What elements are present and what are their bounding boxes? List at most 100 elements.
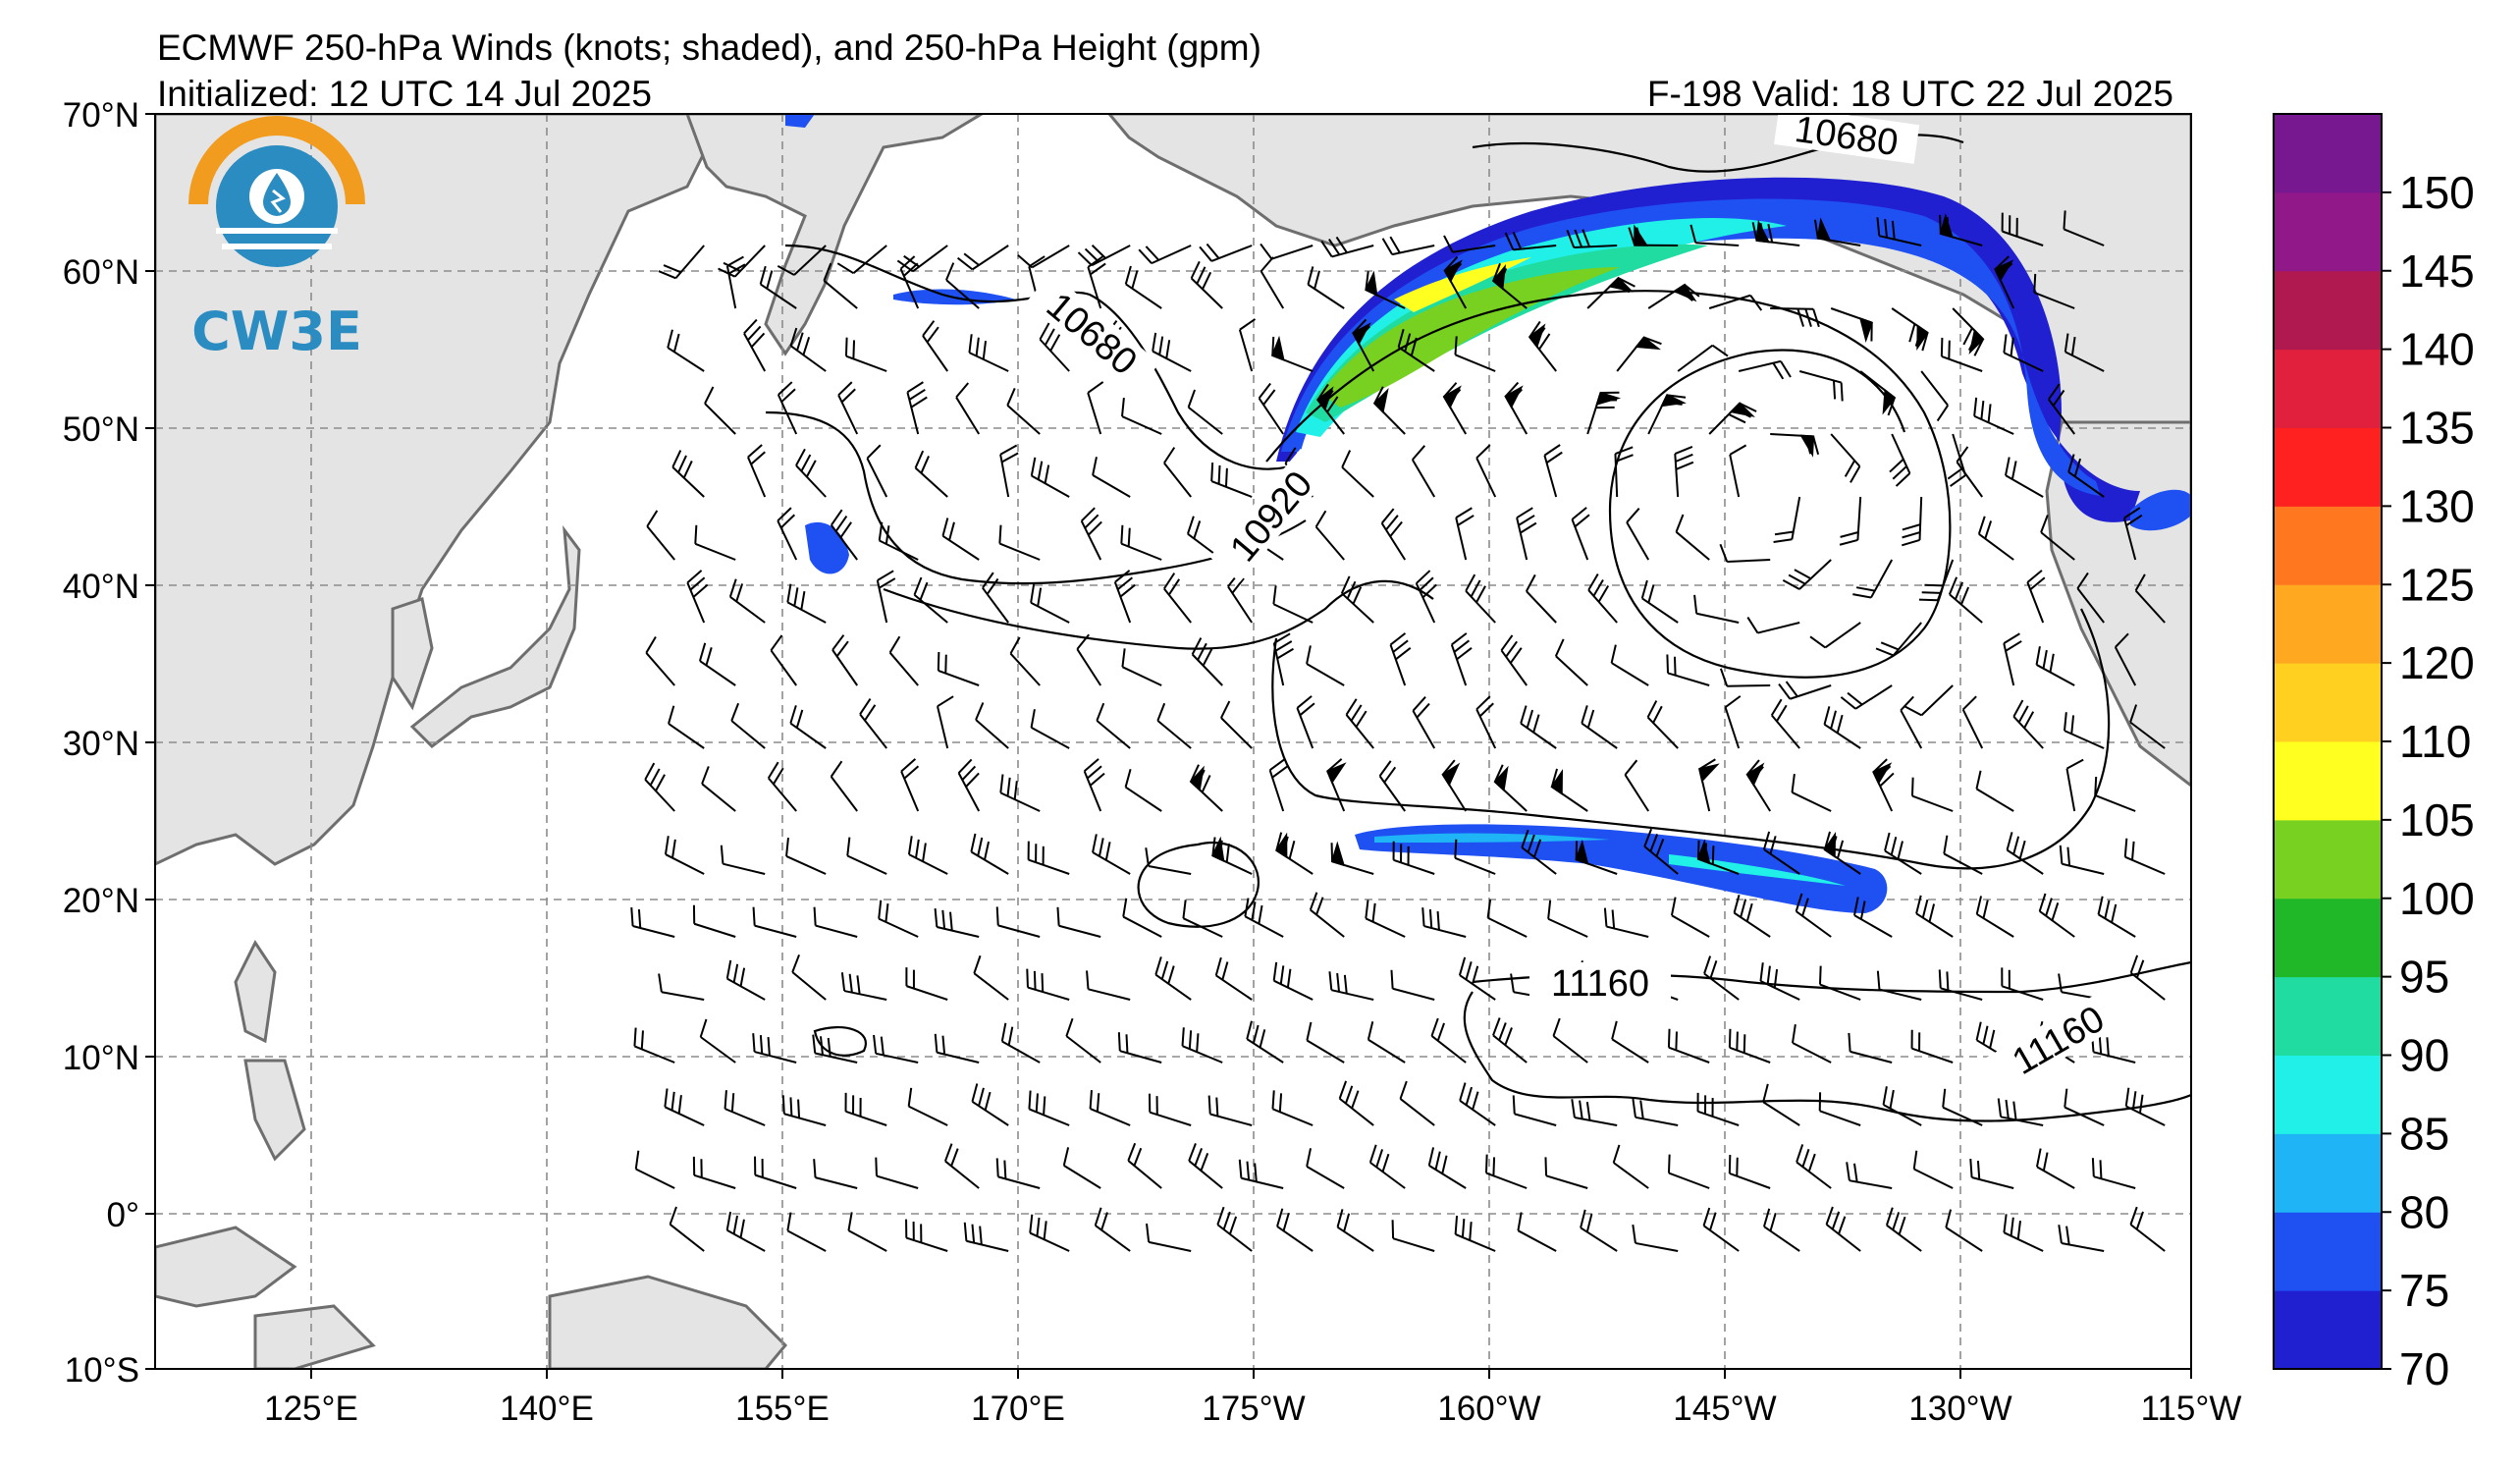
wind-barb bbox=[777, 245, 827, 276]
wind-barb bbox=[1397, 328, 1435, 372]
wind-barb bbox=[671, 450, 705, 498]
wind-barb bbox=[914, 450, 948, 498]
colorbar-tick-label: 75 bbox=[2399, 1265, 2449, 1316]
wind-barb bbox=[2063, 712, 2105, 749]
wind-barb bbox=[1030, 457, 1070, 498]
wind-barb bbox=[1148, 1093, 1192, 1126]
wind-barb bbox=[1915, 895, 1954, 938]
wind-barb bbox=[2065, 758, 2084, 812]
wind-barb bbox=[905, 1219, 948, 1252]
wind-barb bbox=[1365, 900, 1406, 938]
wind-barb bbox=[1628, 224, 1679, 246]
wind-barb bbox=[1124, 769, 1162, 812]
height-contour bbox=[1463, 991, 2191, 1122]
wind-barb bbox=[1009, 636, 1041, 686]
wind-barb bbox=[1724, 695, 1742, 749]
wind-barb bbox=[1454, 839, 1496, 875]
wind-barb bbox=[1465, 573, 1496, 624]
wind-barb bbox=[1006, 387, 1041, 435]
wind-barb bbox=[2124, 1087, 2166, 1126]
wind-barb bbox=[730, 702, 766, 749]
wind-barb bbox=[813, 1159, 858, 1189]
wind-barb bbox=[906, 381, 928, 435]
wind-barb bbox=[1830, 433, 1861, 483]
wind-barb bbox=[1500, 634, 1528, 686]
wind-barb bbox=[1994, 255, 2015, 309]
wind-barb bbox=[934, 908, 980, 938]
wind-barb bbox=[1910, 777, 1954, 812]
wind-barb bbox=[1947, 433, 1967, 487]
wind-barb bbox=[1677, 344, 1729, 372]
colorbar-tick-label: 95 bbox=[2399, 952, 2449, 1003]
wind-barb bbox=[1586, 391, 1622, 435]
wind-barb bbox=[943, 1143, 980, 1189]
wind-barb bbox=[1876, 217, 1922, 246]
wind-barb bbox=[1586, 276, 1635, 309]
wind-barb bbox=[1517, 1212, 1557, 1252]
colorbar-swatch bbox=[2274, 584, 2382, 664]
wind-barb bbox=[754, 1156, 797, 1189]
wind-barb bbox=[1000, 1022, 1041, 1064]
height-contour bbox=[765, 410, 1307, 585]
wind-barb bbox=[1902, 496, 1923, 547]
height-contour bbox=[784, 244, 1307, 470]
height-contour bbox=[883, 579, 1434, 650]
wind-barb bbox=[2059, 845, 2105, 875]
wind-barb bbox=[937, 651, 980, 686]
colorbar-tick-label: 105 bbox=[2399, 794, 2475, 846]
wind-barb bbox=[1430, 1017, 1467, 1064]
wind-barb bbox=[1484, 1154, 1528, 1189]
wind-barb bbox=[1603, 907, 1649, 938]
wind-barb bbox=[1997, 1098, 2044, 1126]
wind-barb bbox=[1544, 1157, 1588, 1189]
landmass bbox=[548, 1275, 788, 1369]
lon-tick-label: 125°E bbox=[264, 1390, 358, 1428]
wind-barb bbox=[1778, 681, 1832, 700]
wind-barb bbox=[1190, 260, 1223, 309]
logo-bolt-icon bbox=[270, 189, 286, 213]
wind-barb bbox=[2058, 1225, 2105, 1252]
wind-barb bbox=[1092, 834, 1131, 875]
wind-barb bbox=[957, 758, 981, 812]
colorbar: 150 145 140 135 130 125 120 110 105 100 95 90 85 80 75… bbox=[2273, 113, 2475, 1394]
wind-speed-band bbox=[1374, 833, 1610, 843]
wind-barb bbox=[1751, 219, 1800, 246]
lon-tick-label: 140°E bbox=[500, 1390, 594, 1428]
wind-barb bbox=[633, 1027, 675, 1064]
wind-barb bbox=[2122, 507, 2143, 561]
wind-barb bbox=[1733, 895, 1771, 938]
wind-barb bbox=[1614, 446, 1634, 498]
wind-barb bbox=[1770, 307, 1820, 328]
wind-barb bbox=[1504, 231, 1557, 251]
wind-barb bbox=[1113, 570, 1136, 624]
wind-barb bbox=[831, 634, 859, 686]
wind-barb bbox=[913, 576, 948, 624]
wind-barb bbox=[1454, 336, 1496, 372]
wind-barb bbox=[830, 760, 858, 812]
height-contour bbox=[1137, 842, 1260, 928]
wind-barb bbox=[786, 583, 827, 624]
wind-barb bbox=[995, 906, 1041, 938]
lat-tick-label: 10°N bbox=[63, 1039, 139, 1077]
wind-barb bbox=[668, 705, 705, 749]
wind-barb bbox=[859, 697, 887, 749]
wind-barb bbox=[2040, 515, 2075, 561]
wind-barb bbox=[1875, 622, 1922, 657]
wind-barb bbox=[704, 386, 736, 435]
colorbar-swatch bbox=[2274, 114, 2382, 193]
colorbar-swatch bbox=[2274, 1212, 2382, 1291]
wind-barb bbox=[1647, 283, 1700, 309]
wind-barb bbox=[1759, 962, 1800, 1001]
wind-barb bbox=[1696, 1092, 1740, 1126]
wind-barb bbox=[1566, 229, 1618, 249]
wind-barb bbox=[1580, 1209, 1618, 1252]
wind-barb bbox=[1848, 1032, 1893, 1064]
landmass bbox=[253, 1304, 376, 1369]
wind-barb bbox=[1912, 1150, 1954, 1189]
wind-barb bbox=[844, 337, 887, 372]
wind-barb bbox=[1210, 463, 1253, 498]
wind-barb bbox=[1296, 695, 1315, 749]
wind-barb bbox=[937, 695, 954, 749]
wind-barb bbox=[1182, 900, 1223, 938]
wind-barb bbox=[878, 521, 919, 561]
